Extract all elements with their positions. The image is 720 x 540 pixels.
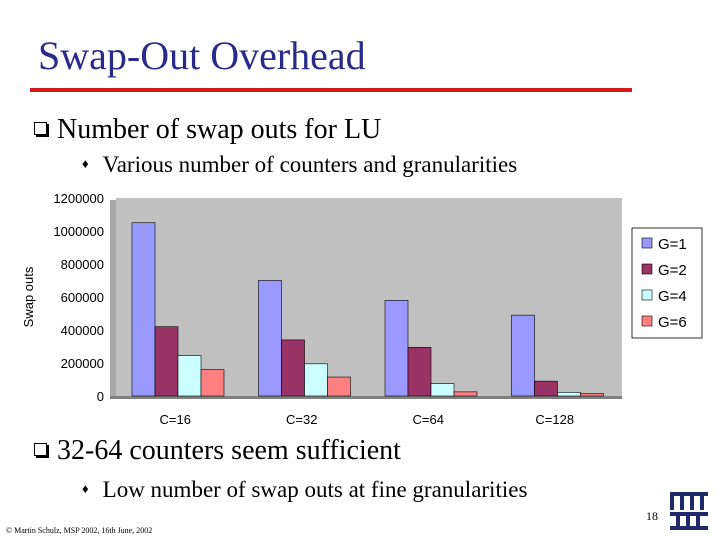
- bar-g2-c32: [281, 339, 305, 397]
- legend-label: G=6: [658, 314, 687, 331]
- y-tick-label: 800000: [61, 257, 104, 272]
- x-tick-label: C=32: [286, 412, 317, 427]
- sub-bullet-text-1: Various number of counters and granulari…: [102, 152, 518, 177]
- sub-bullet-1: ♦ Various number of counters and granular…: [82, 153, 517, 176]
- plot-area: 0 200000 400000 600000 800000 1000000 1200000 C…: [53, 191, 703, 427]
- legend-swatch: [641, 315, 653, 327]
- bullet-item-2: 32-64 counters seem sufficient: [34, 437, 401, 465]
- bar-g6-c64: [453, 391, 478, 397]
- bar-g1-c32: [258, 280, 282, 397]
- plot-side-wall: [110, 200, 116, 398]
- title-underline: [30, 88, 632, 92]
- bar-g6-c16: [200, 369, 225, 397]
- sub-bullet-text-2: Low number of swap outs at fine granular…: [102, 477, 528, 502]
- y-tick-label: 1000000: [53, 224, 104, 239]
- legend-swatch: [641, 289, 653, 301]
- y-tick-label: 0: [97, 389, 104, 404]
- y-tick-label: 200000: [61, 356, 104, 371]
- bar-g4-c32: [304, 363, 328, 397]
- bar-g6-c128: [580, 393, 604, 397]
- bar-g2-c16: [154, 326, 179, 397]
- y-axis-label: Swap outs: [21, 266, 36, 327]
- bullet-text-1: Number of swap outs for LU: [57, 114, 382, 145]
- bar-g4-c64: [430, 383, 455, 397]
- university-logo-icon: [670, 492, 708, 530]
- bar-g2-c128: [534, 380, 558, 397]
- bullet-item-1: Number of swap outs for LU: [34, 116, 381, 144]
- legend-swatch: [641, 237, 653, 249]
- slide-title: Swap-Out Overhead: [38, 33, 366, 78]
- y-tick-label: 600000: [61, 290, 104, 305]
- legend-label: G=2: [658, 262, 687, 279]
- footer-copyright: © Martin Schulz, MSP 2002, 16th June, 20…: [6, 526, 153, 535]
- legend-swatch: [641, 263, 653, 275]
- diamond-bullet-icon: ♦: [82, 481, 89, 497]
- square-bullet-icon: [34, 443, 47, 457]
- page-number: 18: [646, 509, 658, 523]
- x-tick-label: C=16: [160, 412, 191, 427]
- y-tick-label: 400000: [61, 323, 104, 338]
- square-bullet-icon: [34, 122, 47, 136]
- sub-bullet-2: ♦ Low number of swap outs at fine granula…: [82, 478, 527, 501]
- plot-floor: [110, 396, 622, 399]
- bar-g4-c16: [177, 355, 202, 397]
- bar-g6-c32: [327, 376, 351, 397]
- x-tick-label: C=128: [535, 412, 574, 427]
- bullet-text-2: 32-64 counters seem sufficient: [57, 435, 401, 466]
- x-tick-label: C=64: [413, 412, 444, 427]
- diamond-bullet-icon: ♦: [82, 156, 89, 172]
- bar-g2-c64: [407, 347, 432, 397]
- bar-g1-c128: [511, 314, 535, 397]
- bar-g4-c128: [557, 392, 581, 397]
- legend-label: G=4: [658, 288, 687, 305]
- y-tick-label: 1200000: [53, 191, 104, 206]
- legend-label: G=1: [658, 236, 687, 253]
- bar-g1-c16: [131, 222, 156, 397]
- bar-g1-c64: [384, 299, 409, 397]
